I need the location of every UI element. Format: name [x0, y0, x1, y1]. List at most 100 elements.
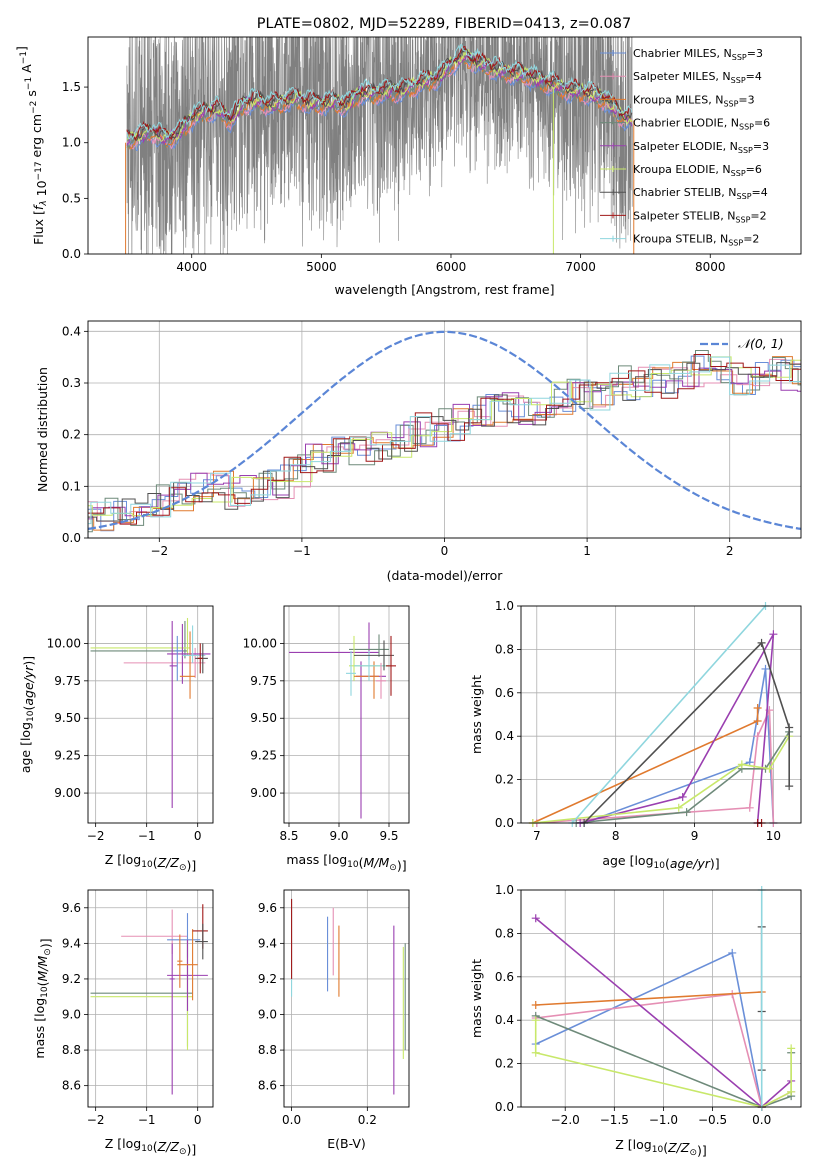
- series-marker: [678, 792, 687, 801]
- legend-entry: Chabrier STELIB, NSSP=4: [633, 186, 768, 201]
- x-axis-label: (data-model)/error: [387, 568, 504, 583]
- residuals-plot-area: [88, 330, 801, 538]
- tick-label-y: 0.5: [62, 191, 81, 205]
- tick-label-x: −1.0: [649, 1113, 678, 1127]
- tick-label-x: 9.0: [329, 829, 348, 843]
- y-axis-label: mass weight: [469, 959, 484, 1038]
- chart-massweight-vs-Z: −2.0 −1.5 −1.0 −0.5 0.0 0.0 0.2 0.4 0.6 0.8 1.0 Z […: [469, 883, 802, 1158]
- tick-label-x: 0: [194, 829, 202, 843]
- tick-label-y: 9.50: [250, 711, 277, 725]
- x-axis-label: E(B-V): [327, 1136, 366, 1151]
- series-marker: [787, 1087, 796, 1096]
- legend-entry: Salpeter STELIB, NSSP=2: [633, 209, 767, 224]
- legend-entry: Kroupa ELODIE, NSSP=6: [633, 163, 762, 178]
- series-line-kroupa-miles: [535, 991, 762, 1006]
- tick-label-y: 0.0: [62, 247, 81, 261]
- tick-label-x: −1.5: [600, 1113, 629, 1127]
- series-marker: [753, 717, 762, 726]
- series-marker: [785, 723, 794, 732]
- tick-label-y: 1.0: [495, 883, 514, 897]
- tick-label-x: 9: [691, 829, 699, 843]
- tick-label-x: −2: [87, 1113, 105, 1127]
- series-marker: [737, 760, 746, 769]
- tick-label-x: 7000: [565, 260, 596, 274]
- series-marker: [787, 1044, 796, 1053]
- tick-label-y: 0.4: [495, 729, 514, 743]
- tick-label-y: 10.00: [47, 636, 81, 650]
- tick-label-y: 1.0: [62, 136, 81, 150]
- series-marker: [531, 1001, 540, 1010]
- chart-age-vs-mass: 8.5 9.0 9.5 9.00 9.25 9.50 9.75 10.00 mass [log1…: [243, 605, 410, 873]
- tick-label-y: 9.0: [62, 1008, 81, 1022]
- chart-mass-vs-ebv: 0.0 0.2 8.6 8.8 9.0 9.2 9.4 9.6 E(B-V): [258, 889, 410, 1151]
- tick-label-y: 10.00: [243, 636, 277, 650]
- y-axis-label: age [log10(age/yr)]: [18, 656, 36, 773]
- tick-label-y: 0.0: [62, 531, 81, 545]
- series-marker: [531, 1016, 540, 1025]
- tick-label-x: −2: [150, 544, 168, 558]
- x-axis-label: mass [log10(M/M⊙)]: [286, 852, 406, 873]
- axes-frame: [520, 605, 802, 824]
- legend-entry: Salpeter ELODIE, NSSP=3: [633, 140, 769, 155]
- y-axis-label: Normed distribution: [35, 367, 50, 492]
- series-line-salpeter-elodie: [580, 633, 775, 824]
- plot-layer: 4000 5000 6000 7000 80000.00.51.01.5waveleng…: [14, 36, 802, 1158]
- tick-label-y: 0.1: [62, 479, 81, 493]
- tick-label-y: 1.5: [62, 80, 81, 94]
- axes-frame: [283, 889, 410, 1108]
- series-marker: [785, 782, 794, 791]
- tick-label-x: −2.0: [551, 1113, 580, 1127]
- axes-frame: [283, 605, 410, 824]
- chart-mass-vs-Z: −2 −1 0 8.6 8.8 9.0 9.2 9.4 9.6 Z [log10(Z/Z⊙)] ma…: [32, 889, 214, 1157]
- tick-label-x: 1: [583, 544, 591, 558]
- model-line-salpeter-stelib: [126, 46, 633, 141]
- tick-label-y: 9.6: [258, 901, 277, 915]
- gaussian-curve: [88, 330, 801, 530]
- mass-vs-ebv-plot-area: [291, 898, 406, 1095]
- tick-label-x: −1: [138, 1113, 156, 1127]
- y-axis-label: Flux [fλ 10−17 erg cm−2 s−1 A−1]: [14, 46, 49, 245]
- legend-entry: Kroupa MILES, NSSP=3: [633, 93, 755, 108]
- massweight-vs-age-plot-area: [528, 602, 794, 827]
- tick-label-x: 8000: [695, 260, 726, 274]
- series-marker: [728, 948, 737, 957]
- tick-label-y: 9.25: [250, 749, 277, 763]
- chart-residuals: −2 −1 0 1 2 0.0 0.1 0.2 0.3 0.4 (data-model)/error…: [35, 320, 802, 583]
- tick-label-y: 9.4: [258, 936, 277, 950]
- tick-label-y: 0.8: [495, 926, 514, 940]
- series-marker: [682, 808, 691, 817]
- series-marker: [769, 630, 778, 639]
- legend-entry-gauss: 𝒩(0, 1): [738, 336, 784, 351]
- tick-label-y: 0.6: [495, 970, 514, 984]
- tick-label-x: 8: [612, 829, 620, 843]
- series-marker: [757, 638, 766, 647]
- tick-label-x: 0: [441, 544, 449, 558]
- mass-vs-Z-plot-area: [90, 904, 208, 1095]
- axes-frame: [87, 605, 214, 824]
- axes-frame: [87, 889, 214, 1108]
- tick-label-y: 9.2: [62, 972, 81, 986]
- tick-label-x: −1: [293, 544, 311, 558]
- legend-entry: Chabrier MILES, NSSP=3: [633, 47, 763, 62]
- chart-spectrum: 4000 5000 6000 7000 8000 0.0 0.5 1.0 1.5 waveleng…: [14, 36, 802, 297]
- histogram-kroupa-elodie: [88, 356, 801, 517]
- histogram-salpeter-stelib: [88, 354, 801, 525]
- age-vs-Z-plot-area: [90, 617, 211, 809]
- series-line-chabrier-miles: [583, 668, 775, 824]
- axes-frame: [520, 889, 802, 1108]
- tick-label-y: 0.8: [495, 642, 514, 656]
- tick-label-y: 9.2: [258, 972, 277, 986]
- histogram-salpeter-miles: [88, 358, 801, 524]
- legend-entry: Salpeter MILES, NSSP=4: [633, 70, 762, 85]
- tick-label-x: 6000: [436, 260, 467, 274]
- tick-label-x: −2: [87, 829, 105, 843]
- series-marker: [745, 803, 754, 812]
- tick-label-y: 8.8: [258, 1043, 277, 1057]
- age-vs-mass-plot-area: [289, 622, 396, 819]
- tick-label-y: 8.6: [62, 1079, 81, 1093]
- tick-label-y: 9.00: [250, 786, 277, 800]
- tick-label-y: 9.0: [258, 1008, 277, 1022]
- tick-label-y: 9.6: [62, 901, 81, 915]
- tick-label-y: 0.2: [495, 773, 514, 787]
